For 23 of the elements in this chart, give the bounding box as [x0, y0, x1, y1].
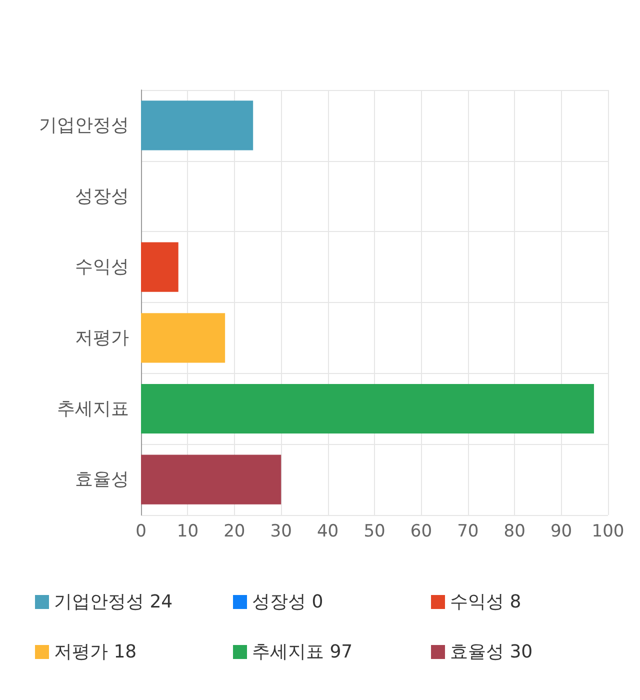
legend-label: 저평가 18: [54, 642, 137, 662]
legend-label: 성장성 0: [252, 592, 324, 612]
x-tick-label: 50: [364, 522, 386, 542]
x-tick-label: 0: [136, 522, 146, 542]
y-tick-label: 저평가: [75, 327, 129, 348]
x-tick-label: 90: [550, 522, 572, 542]
y-tick-label: 효율성: [75, 469, 129, 490]
y-tick-label: 수익성: [75, 256, 129, 278]
legend-label: 추세지표 97: [252, 642, 353, 662]
x-tick-label: 40: [316, 522, 339, 542]
x-tick-label: 10: [176, 522, 199, 542]
x-tick-label: 30: [270, 522, 292, 542]
legend-label: 기업안정성 24: [54, 592, 173, 612]
legend-label: 수익성 8: [450, 592, 522, 612]
x-tick-label: 60: [410, 522, 432, 542]
x-tick-label: 70: [457, 522, 479, 542]
y-tick-label: 성장성: [75, 186, 129, 207]
y-tick-label: 기업안정성: [39, 114, 129, 136]
y-tick-label: 추세지표: [57, 398, 129, 420]
x-tick-label: 80: [504, 522, 526, 542]
legend-label: 효율성 30: [450, 642, 533, 662]
x-tick-label: 20: [224, 522, 246, 542]
x-tick-label: 100: [592, 522, 624, 542]
